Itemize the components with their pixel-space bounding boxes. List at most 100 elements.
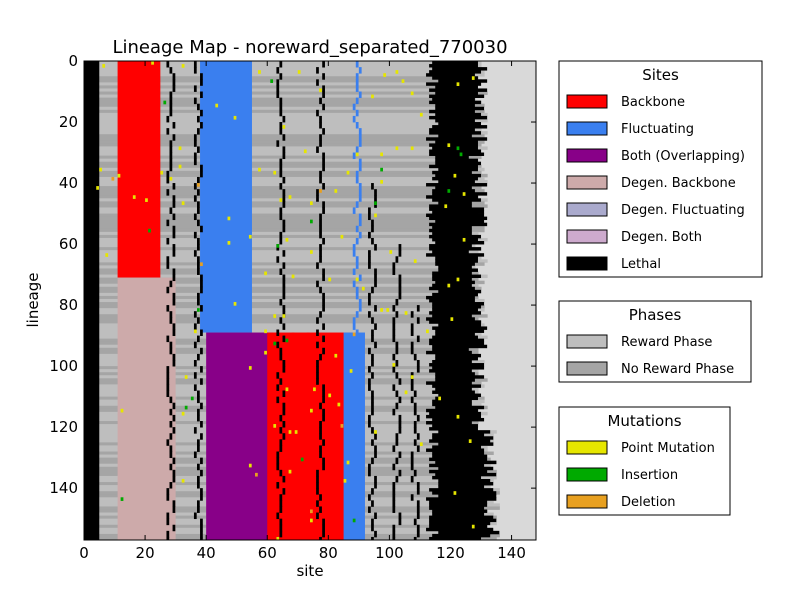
site-trace — [371, 402, 374, 410]
mutation-marker — [282, 125, 286, 129]
site-trace — [319, 176, 322, 184]
site-trace — [169, 463, 173, 471]
site-trace — [288, 356, 292, 364]
site-trace — [197, 396, 200, 404]
segment-lethal — [432, 475, 482, 480]
site-trace — [374, 274, 377, 282]
site-trace — [374, 475, 377, 483]
site-trace — [355, 329, 359, 336]
site-trace — [282, 152, 286, 160]
site-trace — [279, 524, 283, 532]
site-trace — [282, 262, 286, 269]
site-trace — [355, 286, 359, 294]
site-trace — [193, 451, 197, 459]
phase-row — [84, 244, 476, 248]
site-trace — [193, 140, 197, 147]
site-trace — [172, 457, 176, 465]
site-trace — [197, 128, 200, 135]
site-trace — [166, 372, 170, 379]
site-trace — [355, 225, 359, 233]
mutation-marker — [279, 198, 283, 202]
site-trace — [322, 305, 325, 312]
mutation-marker — [468, 439, 472, 443]
segment-lethal — [426, 448, 485, 452]
segment-lethal — [429, 341, 485, 346]
segment-lethal — [426, 295, 475, 300]
segment-lethal — [426, 350, 472, 355]
legend-swatch — [566, 256, 608, 271]
mutation-marker — [181, 64, 185, 68]
site-trace — [355, 262, 359, 269]
phase-row — [84, 143, 482, 147]
legend-entry-label: Deletion — [621, 495, 676, 510]
site-trace — [322, 323, 325, 330]
site-trace — [368, 421, 371, 428]
site-trace — [392, 384, 396, 391]
site-trace — [172, 274, 176, 282]
mutation-marker — [264, 350, 267, 355]
mutation-marker — [285, 237, 289, 242]
segment-lethal — [432, 292, 478, 297]
site-trace — [193, 67, 197, 74]
segment-lethal — [438, 323, 482, 327]
site-trace — [169, 207, 173, 214]
legend-swatch — [566, 361, 608, 376]
site-trace — [368, 298, 371, 306]
mutation-marker — [181, 201, 185, 206]
site-trace — [322, 408, 325, 416]
site-trace — [169, 341, 173, 349]
x-axis-label: site — [296, 562, 323, 580]
site-trace — [322, 183, 325, 190]
site-trace — [374, 482, 377, 489]
mutation-marker — [258, 70, 261, 74]
site-trace — [355, 73, 359, 80]
site-trace — [193, 85, 197, 92]
mutation-marker — [389, 250, 393, 254]
segment-lethal — [435, 353, 482, 358]
site-trace — [279, 439, 283, 446]
segment-lethal — [429, 500, 488, 504]
phase-row — [84, 82, 482, 86]
site-trace — [303, 485, 307, 492]
segment-lethal — [429, 88, 488, 92]
site-trace — [410, 311, 414, 318]
mutation-marker — [285, 387, 289, 392]
segment-lethal — [435, 259, 478, 263]
phase-row — [84, 311, 479, 315]
phase-row — [84, 314, 488, 318]
segment-lethal — [432, 189, 475, 193]
site-trace — [282, 402, 286, 410]
site-trace — [310, 399, 313, 407]
segment-lethal — [429, 222, 488, 227]
site-trace — [279, 317, 283, 324]
segment-lethal — [438, 268, 478, 272]
site-trace — [166, 219, 170, 227]
site-trace — [398, 421, 402, 428]
legend-title: Sites — [642, 66, 679, 84]
site-trace — [197, 408, 200, 416]
segment-lethal — [429, 521, 491, 526]
site-trace — [193, 427, 197, 434]
mutation-marker — [310, 408, 313, 413]
site-trace — [291, 460, 295, 468]
site-trace — [392, 500, 396, 507]
site-trace — [410, 347, 414, 355]
segment-lethal — [435, 106, 485, 111]
site-trace — [200, 170, 203, 178]
site-trace — [276, 140, 280, 147]
mutation-marker — [178, 146, 182, 151]
legend-entry-label: Backbone — [621, 95, 685, 110]
site-trace — [169, 152, 173, 160]
mutation-marker — [99, 167, 103, 172]
site-trace — [410, 475, 414, 483]
segment-lethal — [429, 207, 485, 211]
site-trace — [197, 414, 200, 422]
mutation-marker — [444, 204, 448, 209]
site-trace — [172, 79, 176, 86]
site-trace — [352, 244, 356, 251]
site-trace — [371, 518, 374, 526]
site-trace — [371, 524, 374, 532]
site-trace — [416, 506, 420, 513]
segment-lethal — [435, 329, 485, 333]
site-trace — [392, 329, 396, 336]
